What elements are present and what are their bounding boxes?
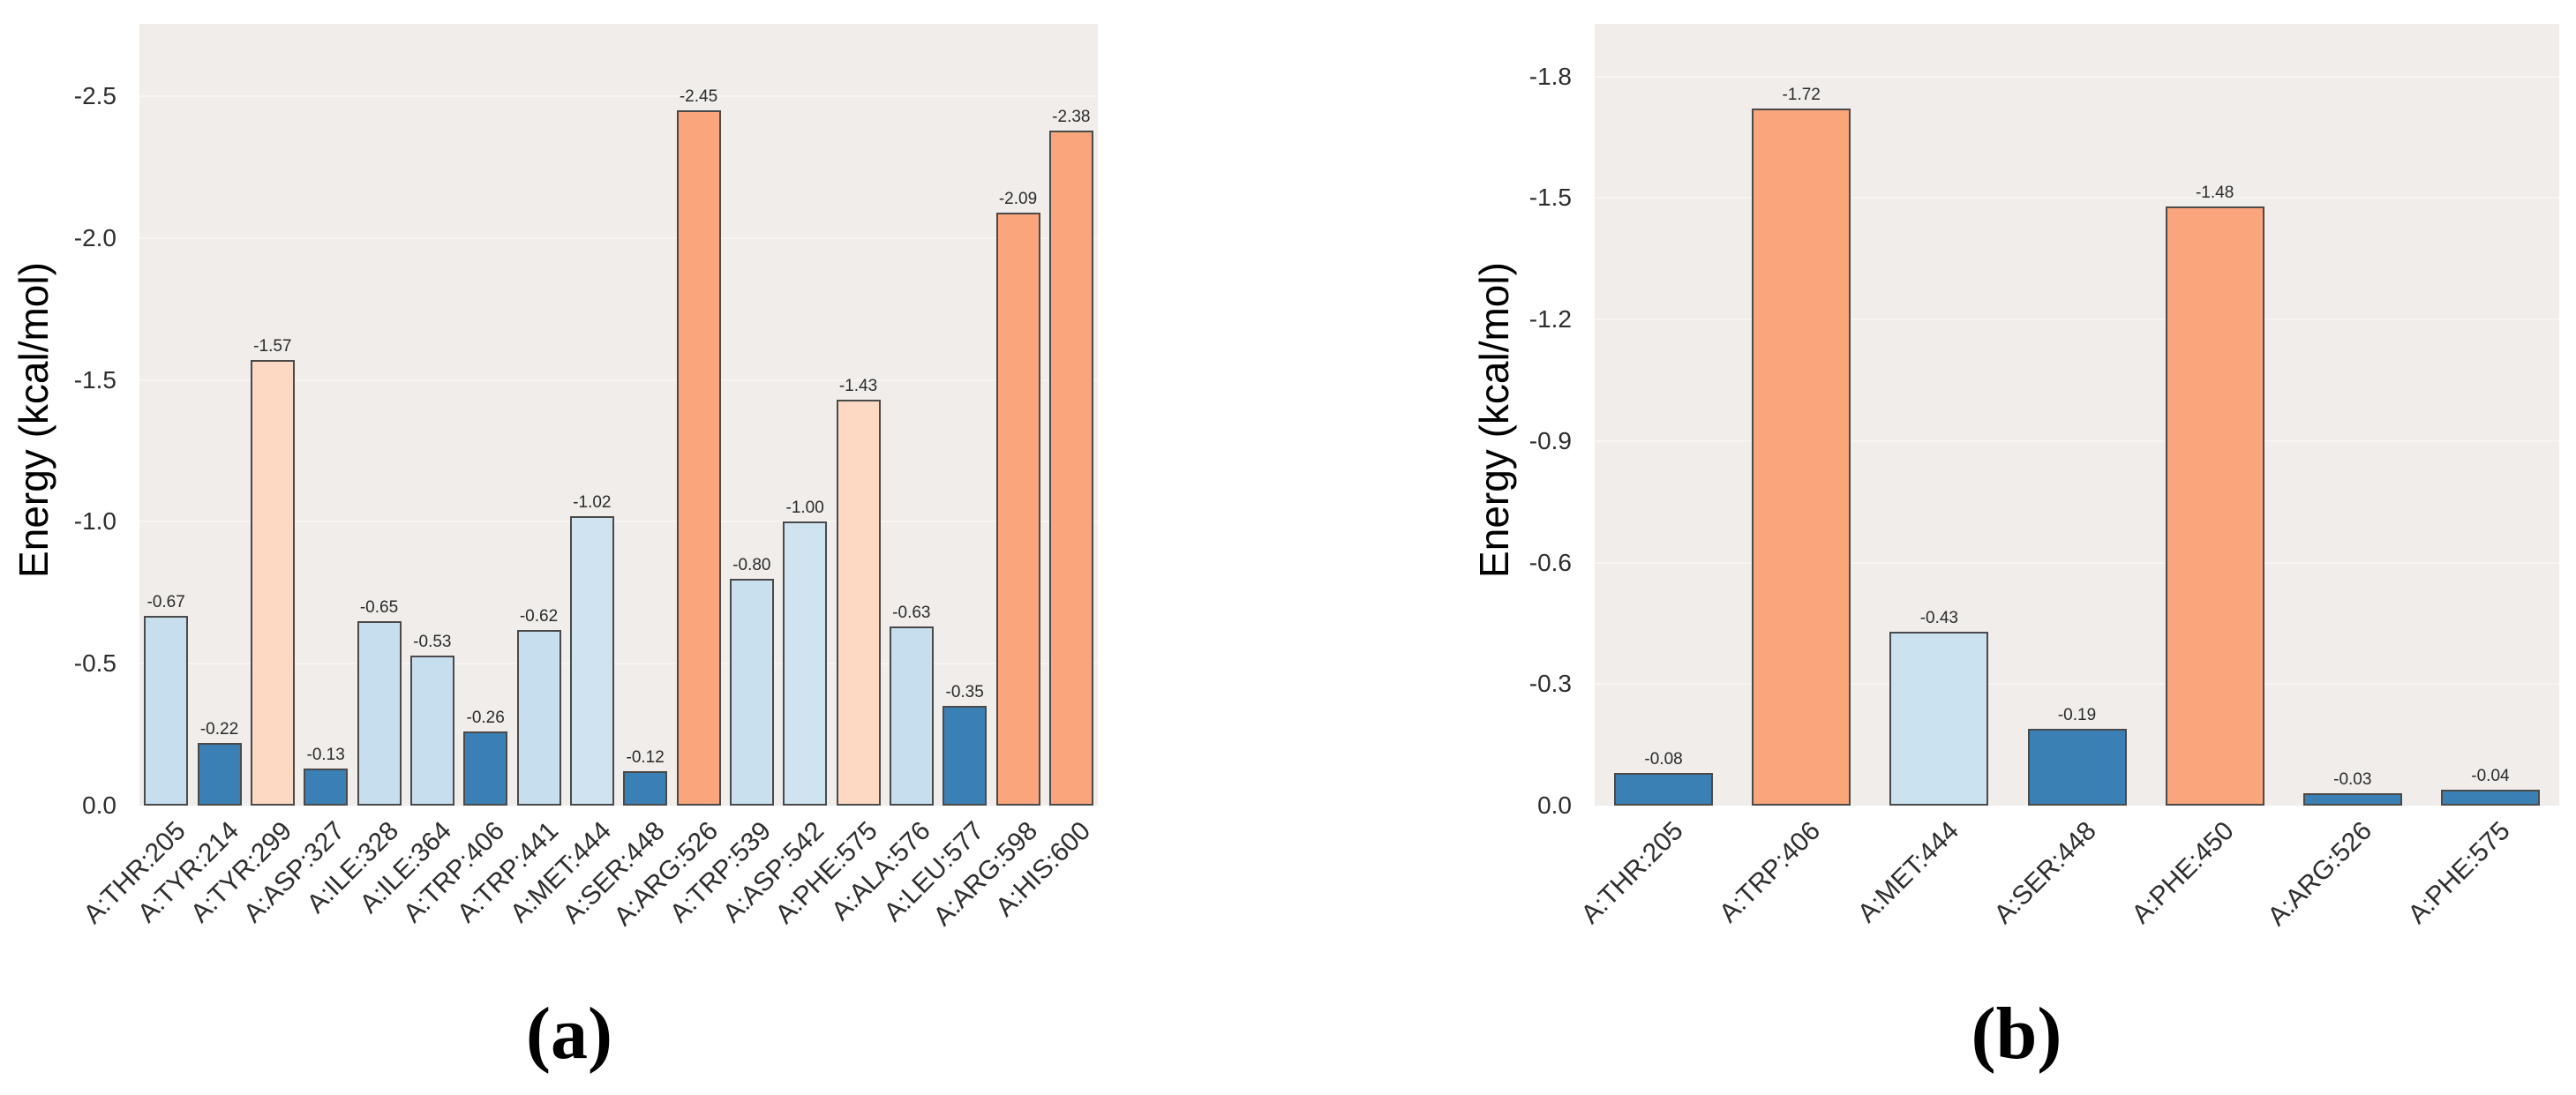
bar-value-label: -0.65: [359, 597, 399, 617]
x-tick-label: A:PHE:450: [2126, 816, 2240, 930]
bar-value-label: -1.57: [253, 337, 292, 356]
x-tick-label: A:ARG:526: [2262, 816, 2378, 932]
bar-value-label: -0.63: [892, 604, 931, 623]
x-tick-label: A:PHE:575: [2401, 816, 2516, 930]
bar-value-label: -0.26: [466, 709, 505, 728]
bar-A:ALA:576: [889, 626, 934, 806]
bar-value-label: -0.67: [146, 592, 185, 611]
gridline: [139, 236, 1098, 239]
bar-value-label: -0.12: [626, 748, 665, 768]
subfigure-caption-b: (b): [1971, 993, 2062, 1075]
bar-A:THR:205: [144, 615, 189, 806]
gridline: [139, 379, 1098, 381]
y-tick-label: -1.8: [1528, 62, 1572, 90]
x-tick-label: A:MET:444: [1851, 816, 1964, 929]
y-tick-label: -0.5: [73, 649, 116, 678]
gridline: [1595, 319, 2559, 321]
bar-value-label: -1.72: [1782, 86, 1821, 105]
gridline: [1595, 683, 2559, 686]
y-tick-label: -1.0: [73, 507, 116, 536]
bar-A:TRP:441: [516, 629, 561, 806]
bar-A:TRP:406: [463, 731, 508, 806]
plot-area-b: [1595, 24, 2559, 806]
bar-value-label: -0.43: [1919, 608, 1958, 627]
bar-A:ILE:364: [409, 655, 454, 806]
gridline: [1595, 439, 2559, 442]
bar-value-label: -1.02: [573, 492, 612, 512]
y-tick-label: -1.2: [1528, 305, 1572, 334]
bar-A:MET:444: [1889, 631, 1989, 806]
bar-A:THR:205: [1614, 773, 1714, 806]
bar-A:TRP:406: [1752, 109, 1851, 806]
bar-A:ASP:542: [783, 521, 828, 806]
x-tick-label: A:TRP:406: [1714, 816, 1827, 929]
bar-A:LEU:577: [943, 706, 988, 806]
bar-value-label: -0.53: [413, 632, 452, 651]
bar-value-label: -0.19: [2057, 705, 2097, 724]
bar-A:ARG:598: [995, 212, 1040, 806]
x-tick-label: A:SER:448: [1988, 816, 2102, 930]
bar-value-label: -2.09: [998, 189, 1038, 208]
bar-value-label: -0.08: [1644, 750, 1683, 769]
bar-value-label: -0.13: [306, 746, 345, 765]
y-tick-label: 0.0: [82, 791, 116, 819]
bar-A:PHE:450: [2165, 206, 2264, 806]
y-tick-label: 0.0: [1537, 791, 1572, 819]
bar-value-label: -2.45: [679, 87, 718, 107]
bar-A:PHE:575: [836, 400, 881, 806]
gridline: [1595, 75, 2559, 78]
bar-value-label: -0.35: [945, 683, 984, 702]
y-tick-label: -1.5: [1528, 184, 1572, 212]
bar-value-label: -0.80: [732, 555, 771, 574]
y-tick-label: -0.3: [1528, 670, 1572, 698]
y-tick-label: -2.0: [73, 223, 116, 251]
bar-value-label: -2.38: [1052, 107, 1091, 126]
bar-A:SER:448: [623, 771, 668, 806]
gridline: [139, 521, 1098, 523]
bar-A:PHE:575: [2440, 789, 2540, 806]
gridline: [1595, 197, 2559, 199]
y-tick-label: -1.5: [73, 365, 116, 394]
gridline: [139, 95, 1098, 97]
bar-value-label: -0.03: [2333, 770, 2372, 790]
subfigure-caption-a: (a): [526, 993, 612, 1075]
bar-A:MET:444: [569, 515, 614, 806]
bar-A:HIS:600: [1048, 130, 1093, 806]
bar-A:ASP:327: [304, 769, 349, 806]
bar-A:TYR:214: [197, 743, 242, 806]
bar-A:TRP:539: [729, 578, 774, 806]
bar-A:SER:448: [2027, 728, 2127, 806]
bar-value-label: -0.22: [199, 720, 239, 739]
bar-value-label: -1.00: [785, 499, 824, 518]
bar-value-label: -1.43: [838, 377, 878, 396]
bar-value-label: -0.62: [519, 606, 559, 626]
y-tick-label: -0.9: [1528, 426, 1572, 454]
bar-value-label: -0.04: [2471, 766, 2510, 785]
gridline: [139, 663, 1098, 665]
gridline: [1595, 561, 2559, 564]
y-tick-label: -0.6: [1528, 548, 1572, 576]
bar-A:TYR:299: [250, 360, 295, 806]
plot-area-a: [139, 24, 1098, 806]
y-tick-label: -2.5: [73, 82, 116, 109]
bar-A:ARG:526: [2302, 793, 2402, 806]
x-tick-label: A:THR:205: [1575, 816, 1689, 930]
bar-A:ILE:328: [357, 620, 402, 806]
bar-A:ARG:526: [676, 110, 721, 806]
bar-value-label: -1.48: [2195, 183, 2234, 202]
